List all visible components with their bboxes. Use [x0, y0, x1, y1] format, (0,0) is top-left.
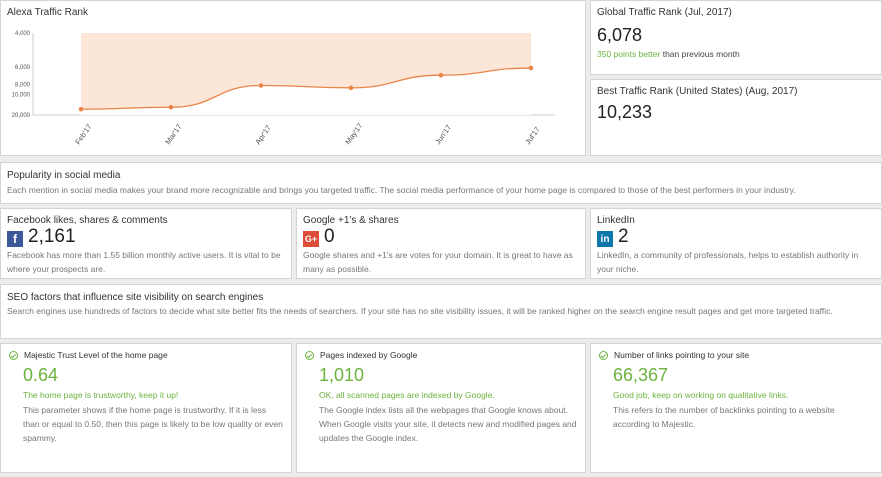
pages-indexed-card: Pages indexed by Google 1,010 OK, all sc… — [296, 343, 586, 473]
x-tick-label: Mar'17 — [163, 122, 183, 146]
majestic-description: This parameter shows if the home page is… — [23, 405, 283, 443]
linkedin-title: LinkedIn — [597, 215, 635, 226]
y-tick-label: 6,000 — [15, 65, 31, 71]
seo-section-description: Search engines use hundreds of factors t… — [7, 306, 833, 316]
series-line — [80, 67, 532, 110]
best-rank-title: Best Traffic Rank (United States) (Aug, … — [597, 86, 798, 97]
rank-change-amount: 350 points better — [597, 49, 661, 59]
best-rank-value: 10,233 — [597, 102, 653, 122]
linkedin-card: LinkedIn in 2 LinkedIn, a community of p… — [590, 208, 882, 279]
x-tick-label: Apr'17 — [253, 123, 273, 146]
google-plus-icon: G+ — [303, 231, 319, 247]
links-status: Good job, keep on working on qualitative… — [613, 390, 789, 400]
data-point[interactable] — [438, 72, 444, 78]
global-rank-value: 6,078 — [597, 25, 643, 45]
check-circle-icon — [9, 351, 18, 360]
x-tick-label: Jul'17 — [523, 125, 541, 146]
y-tick-label: 20,000 — [12, 113, 31, 119]
linkedin-value: 2 — [618, 226, 629, 247]
google-plus-card: Google +1's & shares G+ 0 Google shares … — [296, 208, 586, 279]
majestic-title: Majestic Trust Level of the home page — [24, 350, 168, 360]
links-description: This refers to the number of backlinks p… — [613, 405, 835, 429]
links-title: Number of links pointing to your site — [614, 350, 750, 360]
global-traffic-rank-card: Global Traffic Rank (Jul, 2017) 6,078 35… — [590, 0, 882, 75]
social-section-title: Popularity in social media — [7, 170, 121, 181]
y-tick-label: 10,000 — [12, 93, 31, 99]
rank-change-suffix: than previous month — [662, 49, 740, 59]
x-tick-label: Jun'17 — [433, 123, 453, 146]
y-tick-label: 8,000 — [15, 82, 31, 88]
global-rank-title: Global Traffic Rank (Jul, 2017) — [597, 7, 732, 18]
x-tick-label: Feb'17 — [73, 122, 93, 146]
check-circle-icon — [305, 351, 314, 360]
majestic-trust-card: Majestic Trust Level of the home page 0.… — [0, 343, 292, 473]
social-media-section: Popularity in social media Each mention … — [0, 162, 882, 204]
x-tick-label: May'17 — [343, 121, 364, 146]
y-tick-label: 4,000 — [15, 31, 31, 37]
links-value: 66,367 — [613, 365, 669, 385]
facebook-description: Facebook has more than 1.55 billion mont… — [7, 250, 281, 274]
seo-section-title: SEO factors that influence site visibili… — [7, 292, 264, 303]
facebook-icon: f — [7, 231, 23, 247]
backlinks-card: Number of links pointing to your site 66… — [590, 343, 882, 473]
google-plus-value: 0 — [324, 226, 335, 247]
majestic-value: 0.64 — [23, 365, 59, 385]
seo-factors-section: SEO factors that influence site visibili… — [0, 284, 882, 339]
google-plus-title: Google +1's & shares — [303, 215, 399, 226]
indexed-description: The Google index lists all the webpages … — [319, 405, 577, 443]
data-point[interactable] — [348, 85, 354, 91]
google-plus-description: Google shares and +1's are votes for you… — [303, 250, 573, 274]
data-point[interactable] — [258, 83, 264, 88]
indexed-title: Pages indexed by Google — [320, 350, 418, 360]
social-section-description: Each mention in social media makes your … — [7, 185, 796, 195]
indexed-status: OK, all scanned pages are indexed by Goo… — [319, 390, 495, 400]
data-point[interactable] — [78, 106, 84, 112]
data-point[interactable] — [168, 104, 174, 110]
facebook-card: Facebook likes, shares & comments f 2,16… — [0, 208, 292, 279]
check-circle-icon — [599, 351, 608, 360]
chart-title: Alexa Traffic Rank — [7, 7, 88, 18]
best-traffic-rank-card: Best Traffic Rank (United States) (Aug, … — [590, 79, 882, 156]
global-rank-change: 350 points better than previous month — [597, 47, 740, 61]
linkedin-icon: in — [597, 231, 613, 247]
alexa-traffic-rank-card: Alexa Traffic Rank 4,000 6,000 8,000 10,000… — [0, 0, 586, 156]
facebook-title: Facebook likes, shares & comments — [7, 215, 168, 226]
data-point[interactable] — [528, 65, 534, 71]
traffic-rank-chart: 4,000 6,000 8,000 10,000 20,000 Feb'17 Mar'17 A… — [12, 31, 555, 146]
indexed-value: 1,010 — [319, 365, 365, 385]
facebook-value: 2,161 — [28, 226, 76, 247]
linkedin-description: LinkedIn, a community of professionals, … — [597, 250, 859, 274]
majestic-status: The home page is trustworthy, keep it up… — [23, 390, 179, 400]
chart-below-line — [81, 68, 531, 115]
